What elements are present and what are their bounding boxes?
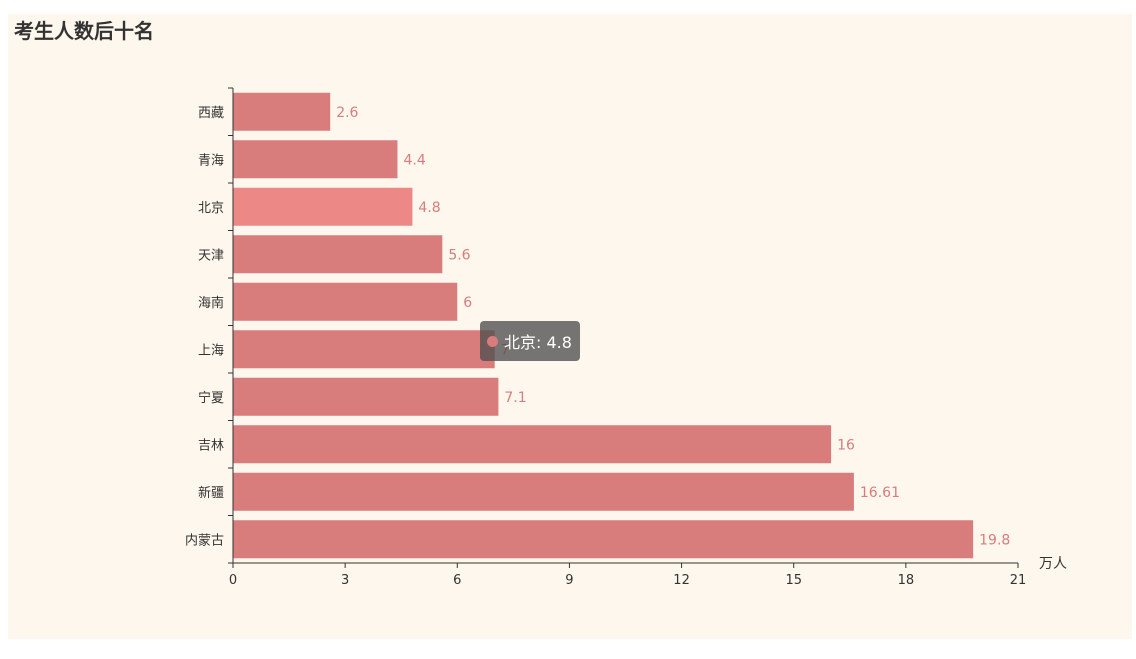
bar-7[interactable] xyxy=(233,187,413,226)
bar-4[interactable] xyxy=(233,330,495,369)
x-tick-label: 15 xyxy=(785,573,802,588)
y-tick-label: 上海 xyxy=(198,343,224,358)
chart-tooltip: 北京: 4.8 xyxy=(480,321,580,361)
x-tick-label: 18 xyxy=(898,573,915,588)
y-tick-label: 北京 xyxy=(198,201,224,216)
bar-value-label: 2.6 xyxy=(336,105,358,121)
x-tick-label: 6 xyxy=(453,573,461,588)
bar-6[interactable] xyxy=(233,235,443,274)
x-tick-label: 9 xyxy=(565,573,573,588)
bar-9[interactable] xyxy=(233,92,331,131)
y-tick-label: 新疆 xyxy=(198,485,224,501)
tooltip-marker-icon xyxy=(487,335,498,347)
x-tick-label: 3 xyxy=(341,573,349,588)
chart-title: 考生人数后十名 xyxy=(14,19,154,43)
bar-2[interactable] xyxy=(233,425,832,464)
y-tick-label: 内蒙古 xyxy=(185,532,224,548)
bar-value-label: 6 xyxy=(463,295,472,311)
y-tick-label: 天津 xyxy=(198,248,224,263)
y-tick-label: 吉林 xyxy=(198,438,224,453)
x-axis-label: 万人 xyxy=(1039,556,1067,572)
bar-value-label: 16 xyxy=(837,437,855,453)
y-tick-label: 西藏 xyxy=(198,106,224,121)
y-tick-label: 青海 xyxy=(198,153,224,168)
x-tick-label: 0 xyxy=(229,573,237,588)
bar-5[interactable] xyxy=(233,282,458,321)
x-tick-label: 12 xyxy=(673,573,690,588)
bar-0[interactable] xyxy=(233,520,974,559)
y-tick-label: 海南 xyxy=(198,295,224,311)
bar-value-label: 16.61 xyxy=(860,485,900,501)
bar-value-label: 4.8 xyxy=(418,200,440,216)
bar-3[interactable] xyxy=(233,377,499,416)
y-tick-label: 宁夏 xyxy=(198,390,224,406)
bar-1[interactable] xyxy=(233,472,854,511)
bar-value-label: 7.1 xyxy=(504,390,526,406)
x-tick-label: 21 xyxy=(1010,573,1027,588)
bar-value-label: 19.8 xyxy=(979,532,1010,548)
bar-value-label: 4.4 xyxy=(403,152,425,168)
bar-8[interactable] xyxy=(233,140,398,179)
bar-value-label: 5.6 xyxy=(448,247,470,263)
tooltip-text: 北京: 4.8 xyxy=(504,333,572,352)
